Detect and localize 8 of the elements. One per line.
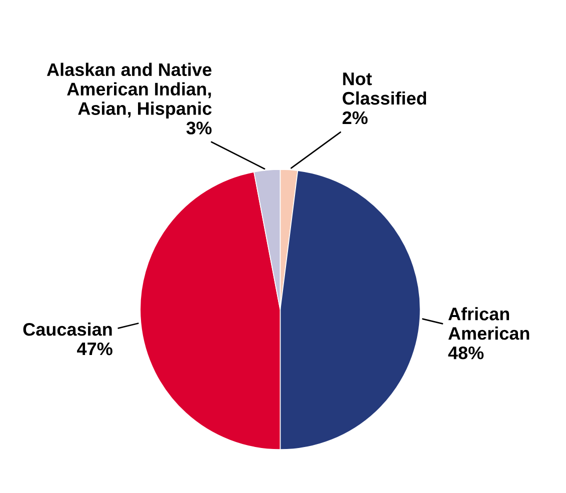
data-label: 2% xyxy=(342,111,368,124)
slice-label: Not Classified xyxy=(342,72,426,105)
slice-label: Caucasian xyxy=(23,322,112,336)
slice-label: Alaskan and Native American Indian, Asian, Hispanic xyxy=(46,62,212,119)
slice-label: African American xyxy=(448,307,530,340)
data-label: 47% xyxy=(77,342,112,356)
data-label: 48% xyxy=(448,346,484,360)
data-label: 3% xyxy=(186,122,212,134)
